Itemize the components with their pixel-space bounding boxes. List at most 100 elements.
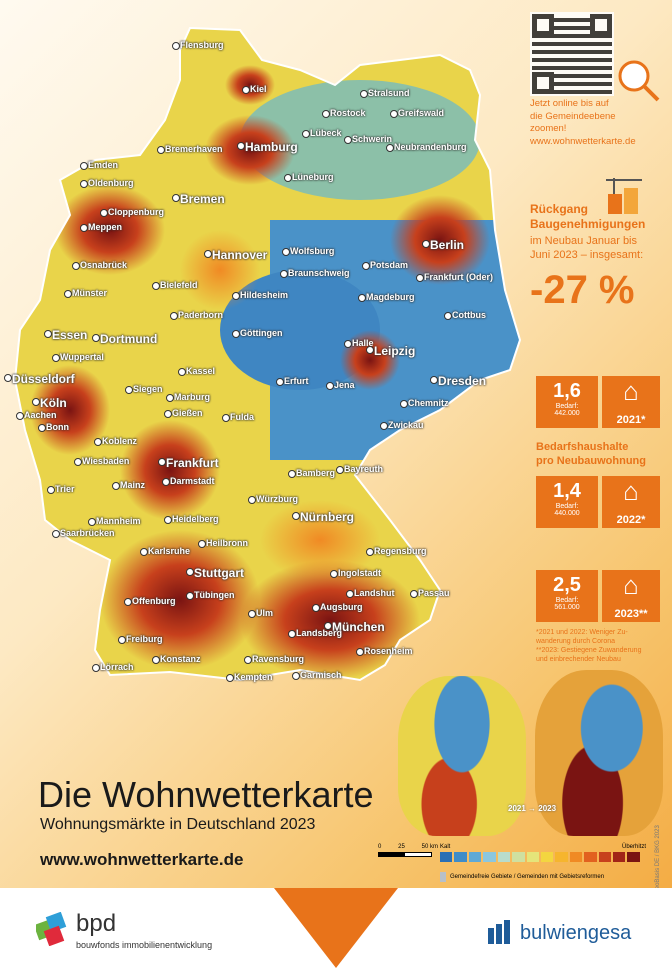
city-label: Chemnitz xyxy=(408,398,449,408)
decline-value: -27 % xyxy=(530,268,635,312)
city-label: Paderborn xyxy=(178,310,224,320)
city-label: Osnabrück xyxy=(80,260,128,270)
city-marker xyxy=(312,604,320,612)
city-label: Dortmund xyxy=(100,332,158,346)
page-subtitle: Wohnungsmärkte in Deutschland 2023 xyxy=(40,816,316,833)
city-label: Aachen xyxy=(24,410,57,420)
city-label: Kiel xyxy=(250,84,267,94)
city-label: Bremerhaven xyxy=(165,144,223,154)
decline-text: im Neubau Januar bis Juni 2023 – insgesam… xyxy=(530,235,644,261)
city-label: Frankfurt xyxy=(166,456,219,470)
small-maps-label: 2021 → 2023 xyxy=(508,804,557,813)
city-marker xyxy=(410,590,418,598)
city-marker xyxy=(44,330,52,338)
city-label: Hildesheim xyxy=(240,290,289,300)
bpd-name: bpd xyxy=(76,910,117,937)
city-marker xyxy=(157,146,165,154)
city-marker xyxy=(164,410,172,418)
city-marker xyxy=(284,174,292,182)
city-label: Garmisch xyxy=(300,670,342,680)
city-label: Neubrandenburg xyxy=(394,142,467,152)
city-label: Halle xyxy=(352,338,374,348)
city-marker xyxy=(237,142,245,150)
city-label: Ravensburg xyxy=(252,654,305,664)
city-marker xyxy=(74,458,82,466)
city-marker xyxy=(242,86,250,94)
page-title: Die Wohnwetterkarte xyxy=(38,774,374,815)
city-label: Heilbronn xyxy=(206,538,248,548)
city-label: Hamburg xyxy=(245,140,298,154)
city-marker xyxy=(92,664,100,672)
city-marker xyxy=(16,412,24,420)
city-label: Mannheim xyxy=(96,516,141,526)
city-label: Landshut xyxy=(354,588,395,598)
city-label: Flensburg xyxy=(180,40,224,50)
city-label: Dresden xyxy=(438,374,487,388)
city-label: Braunschweig xyxy=(288,268,350,278)
city-marker xyxy=(356,648,364,656)
city-marker xyxy=(344,340,352,348)
city-marker xyxy=(186,568,194,576)
city-marker xyxy=(112,482,120,490)
city-label: Schwerin xyxy=(352,134,393,144)
city-marker xyxy=(170,312,178,320)
city-label: Köln xyxy=(40,396,67,410)
city-marker xyxy=(326,382,334,390)
city-label: Kassel xyxy=(186,366,216,376)
city-label: Darmstadt xyxy=(170,476,215,486)
city-label: Göttingen xyxy=(240,328,283,338)
stat-2021: 1,6 Bedarf: 442.000 ⌂ 2021* xyxy=(536,376,664,428)
city-label: Rosenheim xyxy=(364,646,413,656)
city-marker xyxy=(80,162,88,170)
legend-swatch xyxy=(512,852,525,862)
city-marker xyxy=(152,656,160,664)
city-marker xyxy=(94,438,102,446)
stat-2022: 1,4 Bedarf: 440.000 ⌂ 2022* xyxy=(536,476,664,528)
city-label: Wolfsburg xyxy=(290,246,335,256)
city-label: Oldenburg xyxy=(88,178,134,188)
city-marker xyxy=(292,672,300,680)
map-2021-thumbnail xyxy=(398,676,526,836)
city-marker xyxy=(222,414,230,422)
city-marker xyxy=(380,422,388,430)
legend-scale xyxy=(440,852,640,862)
website-link[interactable]: www.wohnwetterkarte.de xyxy=(40,850,244,869)
city-label: Greifswald xyxy=(398,108,445,118)
legend-swatch xyxy=(454,852,467,862)
city-marker xyxy=(386,144,394,152)
city-marker xyxy=(72,262,80,270)
city-label: Würzburg xyxy=(256,494,298,504)
city-label: München xyxy=(332,620,385,634)
legend-swatch xyxy=(526,852,539,862)
legend-note: Gemeindefreie Gebiete / Gemeinden mit Ge… xyxy=(450,874,605,880)
city-marker xyxy=(52,530,60,538)
city-label: Frankfurt (Oder) xyxy=(424,272,494,282)
city-marker xyxy=(358,294,366,302)
city-marker xyxy=(125,386,133,394)
city-label: Koblenz xyxy=(102,436,137,446)
city-marker xyxy=(280,270,288,278)
city-marker xyxy=(80,180,88,188)
city-label: Konstanz xyxy=(160,654,201,664)
city-label: Cottbus xyxy=(452,310,486,320)
city-label: Münster xyxy=(72,288,108,298)
city-label: Leipzig xyxy=(374,344,416,358)
legend-swatch xyxy=(569,852,583,862)
city-marker xyxy=(47,486,55,494)
city-marker xyxy=(80,224,88,232)
city-label: Heidelberg xyxy=(172,514,219,524)
city-label: Stralsund xyxy=(368,88,410,98)
bulwiengesa-logo xyxy=(488,920,516,948)
city-label: Lörrach xyxy=(100,662,134,672)
stat-2023: 2,5 Bedarf: 561.000 ⌂ 2023** xyxy=(536,570,664,622)
city-marker xyxy=(172,42,180,50)
city-label: Hannover xyxy=(212,248,268,262)
qr-code[interactable] xyxy=(530,12,614,96)
city-label: Nürnberg xyxy=(300,510,354,524)
city-marker xyxy=(140,548,148,556)
germany-map xyxy=(13,26,522,682)
city-label: Tübingen xyxy=(194,590,235,600)
legend-swatch xyxy=(598,852,612,862)
city-label: Bremen xyxy=(180,192,225,206)
city-marker xyxy=(322,110,330,118)
